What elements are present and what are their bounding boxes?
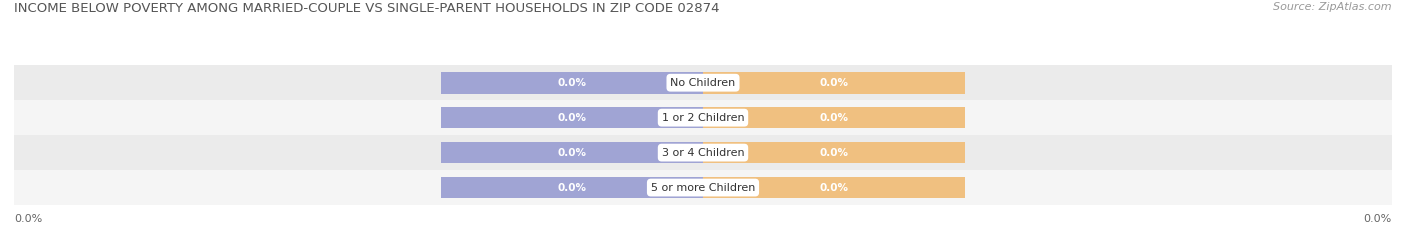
Text: 0.0%: 0.0% (820, 148, 848, 158)
Bar (441, 107, 703, 129)
Text: 0.0%: 0.0% (820, 78, 848, 88)
Bar (14, 100, 1392, 135)
Bar (703, 177, 965, 199)
Text: 0.0%: 0.0% (558, 78, 586, 88)
Bar (14, 170, 1392, 205)
Bar (441, 177, 703, 199)
Text: 0.0%: 0.0% (820, 113, 848, 123)
Text: 0.0%: 0.0% (1364, 214, 1392, 224)
Text: 0.0%: 0.0% (14, 214, 42, 224)
Bar (441, 72, 703, 94)
Text: 5 or more Children: 5 or more Children (651, 183, 755, 192)
Text: Source: ZipAtlas.com: Source: ZipAtlas.com (1274, 2, 1392, 12)
Text: 0.0%: 0.0% (558, 113, 586, 123)
Bar (703, 142, 965, 164)
Bar (441, 142, 703, 164)
Text: 0.0%: 0.0% (820, 183, 848, 192)
Text: 3 or 4 Children: 3 or 4 Children (662, 148, 744, 158)
Text: 0.0%: 0.0% (558, 183, 586, 192)
Text: 0.0%: 0.0% (558, 148, 586, 158)
Text: 1 or 2 Children: 1 or 2 Children (662, 113, 744, 123)
Bar (703, 107, 965, 129)
Bar (14, 65, 1392, 100)
Text: No Children: No Children (671, 78, 735, 88)
Bar (703, 72, 965, 94)
Text: INCOME BELOW POVERTY AMONG MARRIED-COUPLE VS SINGLE-PARENT HOUSEHOLDS IN ZIP COD: INCOME BELOW POVERTY AMONG MARRIED-COUPL… (14, 2, 720, 15)
Bar (14, 135, 1392, 170)
